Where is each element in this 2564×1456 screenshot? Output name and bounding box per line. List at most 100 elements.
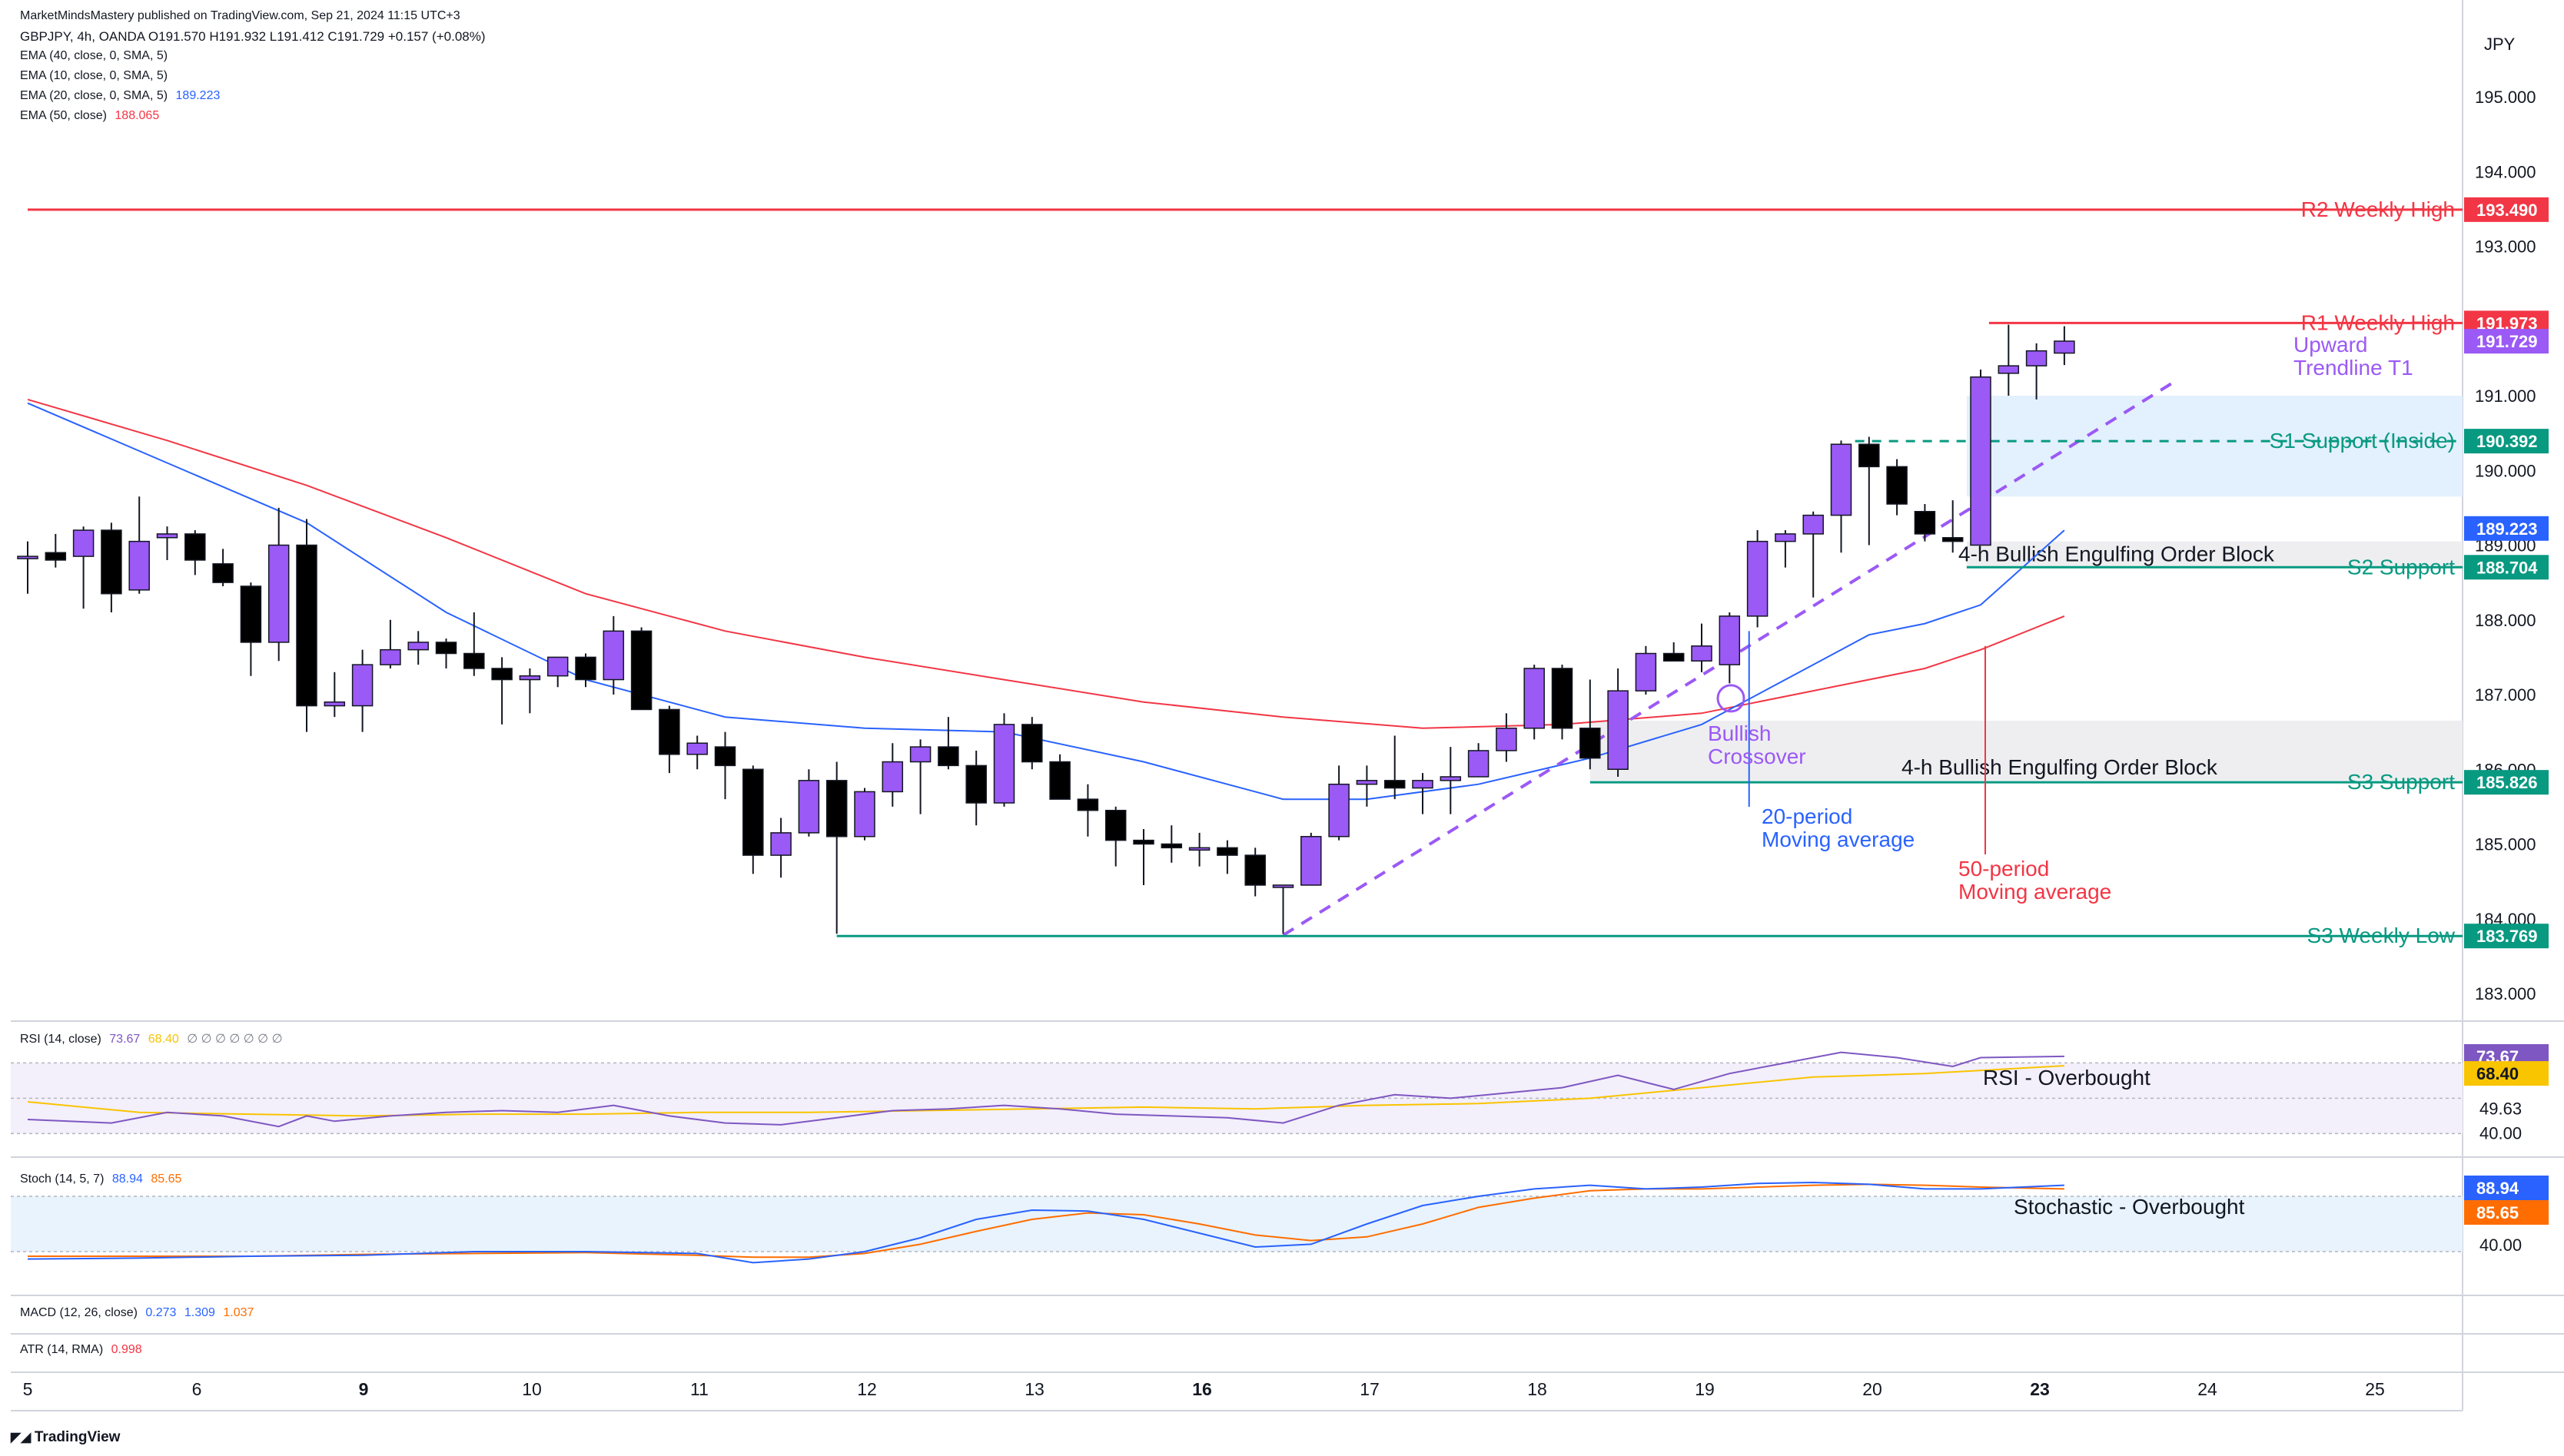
candle-body: [603, 630, 625, 681]
rsi-annotation: RSI - Overbought: [1983, 1066, 2151, 1090]
candle-body: [1328, 783, 1350, 837]
indicator-legend-ema40[interactable]: EMA (40, close, 0, SMA, 5): [20, 49, 168, 63]
time-tick-label: 12: [857, 1379, 877, 1399]
order-block-label: 4-h Bullish Engulfing Order Block: [1901, 755, 2218, 779]
currency-label: JPY: [2484, 35, 2516, 54]
candle-body: [1467, 750, 1490, 778]
price-tag: [2464, 516, 2549, 541]
rsi-label: RSI (14, close): [20, 1033, 101, 1046]
candle-body: [1104, 809, 1127, 841]
candle-body: [1300, 836, 1322, 886]
macd-signal-value: 1.037: [223, 1306, 254, 1319]
level-price-tag-text: 190.392: [2476, 432, 2538, 451]
candle-body: [1523, 668, 1545, 729]
level-label: S1 Support (Inside): [2270, 429, 2455, 453]
candle-body: [212, 563, 234, 583]
candle-body: [1719, 615, 1741, 665]
candle-body: [128, 540, 150, 591]
time-tick-label: 13: [1025, 1379, 1045, 1399]
time-tick-label: 20: [1862, 1379, 1882, 1399]
rsi-ma-tag-text: 68.40: [2476, 1064, 2519, 1083]
candle-body: [267, 544, 290, 643]
indicator-label: EMA (50, close): [20, 109, 107, 122]
candle-body: [435, 642, 457, 655]
indicator-legend-ema10[interactable]: EMA (10, close, 0, SMA, 5): [20, 69, 168, 83]
candle-body: [1886, 466, 1908, 505]
candle-body: [1998, 365, 2020, 374]
macd-line-value: 1.309: [184, 1306, 215, 1319]
candle-body: [519, 675, 541, 681]
annotation-text: Moving average: [1762, 827, 1915, 851]
order-block-zone: [1589, 721, 2463, 781]
stoch-tick-label: 40.00: [2479, 1235, 2522, 1255]
stoch-annotation: Stochastic - Overbought: [2014, 1195, 2245, 1219]
stoch-d-tag: [2464, 1200, 2549, 1225]
candle-body: [659, 708, 680, 755]
atr-legend[interactable]: ATR (14, RMA) 0.998: [20, 1343, 142, 1357]
candle-body: [184, 533, 206, 561]
time-tick-label: 9: [359, 1379, 369, 1399]
candle-body: [1579, 728, 1601, 759]
candle-body: [1662, 652, 1685, 662]
candle-body: [240, 585, 262, 643]
time-tick-label: 16: [1192, 1379, 1212, 1399]
atr-label: ATR (14, RMA): [20, 1343, 104, 1356]
price-tag: [2464, 329, 2549, 354]
candle-body: [1077, 798, 1099, 811]
candle-body: [742, 768, 764, 856]
candle-body: [1244, 854, 1266, 886]
published-line: MarketMindsMastery published on TradingV…: [20, 9, 460, 22]
annotation-text: Bullish: [1708, 721, 1771, 745]
candle-body: [45, 552, 67, 561]
candle-body: [909, 746, 932, 763]
order-block-label: 4-h Bullish Engulfing Order Block: [1958, 542, 2275, 566]
candle-body: [1133, 839, 1154, 845]
rsi-legend[interactable]: RSI (14, close) 73.67 68.40 ∅ ∅ ∅ ∅ ∅ ∅ …: [20, 1031, 283, 1046]
stoch-legend[interactable]: Stoch (14, 5, 7) 88.94 85.65: [20, 1172, 181, 1186]
annotation-text: 20-period: [1762, 804, 1852, 828]
candle-body: [17, 556, 38, 559]
candle-body: [380, 648, 401, 665]
indicator-legend-ema50[interactable]: EMA (50, close) 188.065: [20, 109, 159, 123]
candle-body: [1272, 884, 1294, 888]
stoch-k-value: 88.94: [111, 1172, 143, 1186]
candle-body: [101, 529, 122, 595]
rsi-tick-label: 40.00: [2479, 1123, 2522, 1143]
candle-body: [1217, 847, 1238, 856]
macd-legend[interactable]: MACD (12, 26, close) 0.273 1.309 1.037: [20, 1306, 254, 1320]
price-tick-label: 194.000: [2475, 162, 2536, 181]
candle-body: [72, 529, 95, 557]
candle-body: [1188, 847, 1211, 851]
candle-body: [965, 764, 987, 804]
candle-body: [1496, 728, 1517, 751]
candle-body: [993, 724, 1015, 804]
candle-body: [1941, 537, 1964, 542]
candle-body: [714, 746, 736, 767]
candle-body: [798, 780, 820, 834]
price-tag-text: 189.223: [2476, 519, 2538, 539]
rsi-line: [27, 1051, 2064, 1128]
tradingview-logo[interactable]: ◤◢ TradingView: [11, 1429, 120, 1446]
annotation-text: 50-period: [1958, 857, 2049, 881]
candle-body: [770, 832, 792, 856]
macd-label: MACD (12, 26, close): [20, 1306, 138, 1319]
stoch-k-line: [27, 1181, 2064, 1264]
stoch-d-value: 85.65: [151, 1172, 182, 1186]
indicator-legend-ema20[interactable]: EMA (20, close, 0, SMA, 5) 189.223: [20, 89, 220, 103]
symbol-line[interactable]: GBPJPY, 4h, OANDA O191.570 H191.932 L191…: [20, 29, 486, 44]
time-tick-label: 18: [1527, 1379, 1547, 1399]
level-label: S3 Support: [2347, 770, 2455, 794]
candle-body: [546, 656, 569, 677]
macd-histogram-value: 0.273: [145, 1306, 177, 1319]
level-price-tag-text: 193.490: [2476, 201, 2538, 220]
crossover-marker: [1716, 684, 1745, 713]
candle-body: [825, 780, 848, 837]
candle-body: [1914, 510, 1936, 535]
stoch-d-tag-text: 85.65: [2476, 1203, 2519, 1222]
time-tick-label: 19: [1695, 1379, 1715, 1399]
level-price-tag-text: 185.826: [2476, 773, 2538, 792]
rsi-extra: ∅ ∅ ∅ ∅ ∅ ∅ ∅: [187, 1033, 283, 1046]
indicator-label: EMA (10, close, 0, SMA, 5): [20, 69, 168, 82]
candle-body: [351, 664, 374, 707]
order-block-zone: [1966, 396, 2463, 497]
